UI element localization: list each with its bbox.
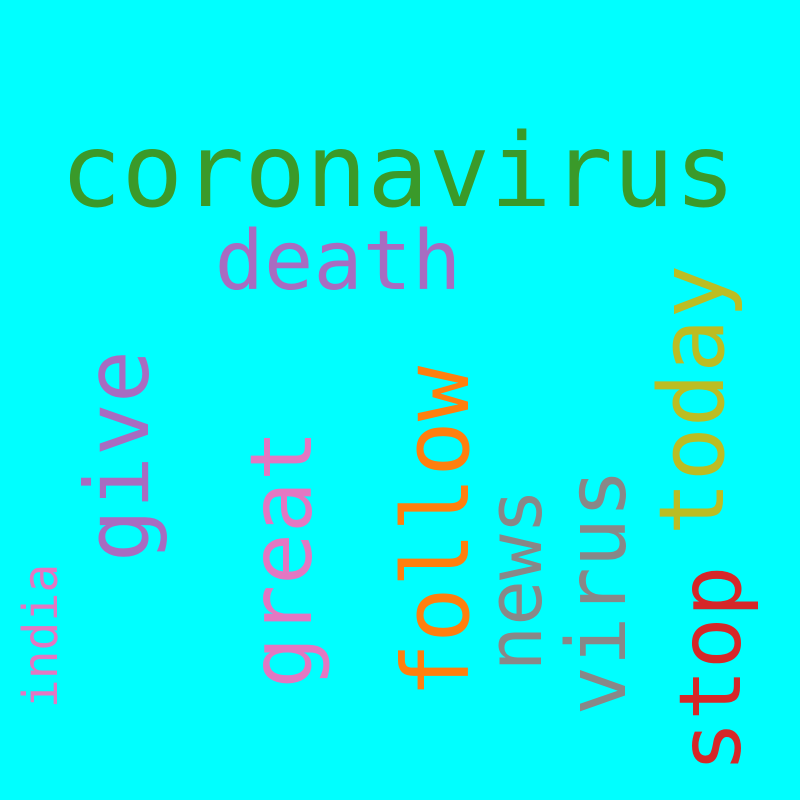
- word-give: give: [66, 350, 169, 562]
- word-stop: stop: [661, 565, 761, 773]
- word-today: today: [640, 264, 745, 536]
- word-coronavirus: coronavirus: [60, 112, 736, 231]
- word-death: death: [214, 214, 462, 309]
- word-news: news: [470, 488, 559, 672]
- word-india: india: [13, 563, 69, 709]
- word-virus: virus: [550, 468, 645, 716]
- word-great: great: [232, 429, 332, 689]
